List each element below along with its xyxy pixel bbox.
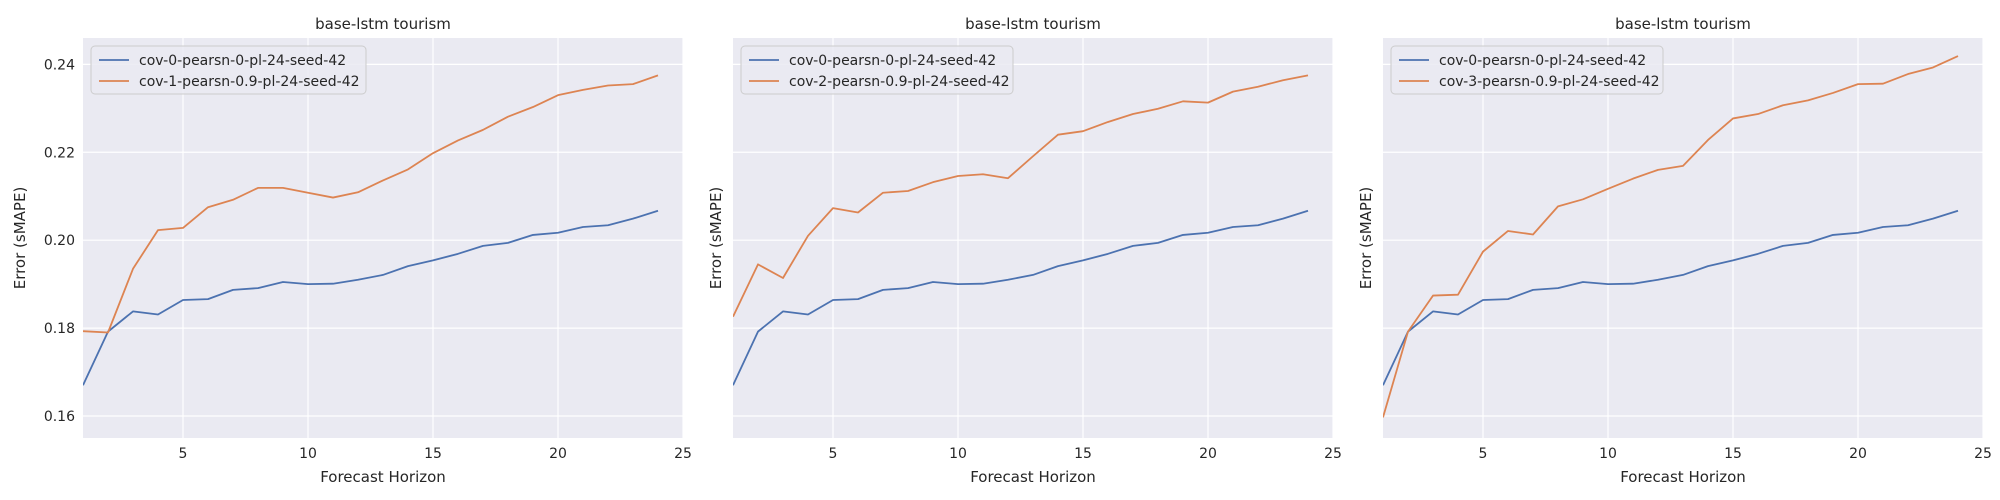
- y-axis-label: Error (sMAPE): [11, 187, 29, 290]
- series-line-2: [1383, 55, 1959, 418]
- x-axis-label: Forecast Horizon: [970, 468, 1096, 486]
- x-tick-label: 10: [1599, 446, 1617, 462]
- chart-title: base-lstm tourism: [315, 15, 451, 33]
- legend-entry-2: cov-2-pearsn-0.9-pl-24-seed-42: [789, 74, 1010, 90]
- series-line-1: [83, 209, 659, 386]
- x-axis-label: Forecast Horizon: [320, 468, 446, 486]
- x-tick-label: 15: [1074, 446, 1092, 462]
- chart-title: base-lstm tourism: [1615, 15, 1751, 33]
- legend-entry-1: cov-0-pearsn-0-pl-24-seed-42: [139, 53, 346, 69]
- x-tick-label: 10: [949, 446, 967, 462]
- legend-box: [1390, 45, 1664, 95]
- series-line-1: [733, 209, 1309, 386]
- x-tick-label: 25: [1974, 446, 1992, 462]
- x-tick-label: 15: [1724, 446, 1742, 462]
- x-tick-label: 5: [829, 446, 838, 462]
- series-line-2: [83, 74, 659, 334]
- x-tick-label: 5: [179, 446, 188, 462]
- legend-box: [740, 45, 1014, 95]
- x-axis-label: Forecast Horizon: [1620, 468, 1746, 486]
- legend-entry-1: cov-0-pearsn-0-pl-24-seed-42: [1439, 53, 1646, 69]
- x-tick-label: 15: [424, 446, 442, 462]
- series-line-1: [1383, 209, 1959, 386]
- plot-area: [733, 38, 1333, 438]
- x-tick-label: 5: [1479, 446, 1488, 462]
- chart-panel-2: 5 10 15 20 25 base-lstm tourism Forecast Horiz…: [707, 15, 1342, 486]
- x-tick-label: 20: [1849, 446, 1867, 462]
- y-tick-label: 0.18: [44, 321, 75, 337]
- chart-panel-1: 5 10 15 20 25 0.16 0.18 0.20 0.22 0.24 base-lstm t…: [11, 15, 692, 486]
- x-tick-label: 25: [1324, 446, 1342, 462]
- legend: cov-0-pearsn-0-pl-24-seed-42 cov-3-pearsn…: [1390, 45, 1664, 95]
- legend: cov-0-pearsn-0-pl-24-seed-42 cov-2-pearsn…: [740, 45, 1014, 95]
- legend-entry-1: cov-0-pearsn-0-pl-24-seed-42: [789, 53, 996, 69]
- x-tick-label: 10: [299, 446, 317, 462]
- legend: cov-0-pearsn-0-pl-24-seed-42 cov-1-pearsn…: [90, 45, 367, 95]
- chart-panel-3: 5 10 15 20 25 base-lstm tourism Forecast Horiz…: [1357, 15, 1992, 486]
- legend-entry-2: cov-1-pearsn-0.9-pl-24-seed-42: [139, 74, 360, 90]
- x-tick-label: 20: [549, 446, 567, 462]
- x-tick-label: 25: [674, 446, 692, 462]
- y-axis-label: Error (sMAPE): [1357, 187, 1375, 290]
- legend-entry-2: cov-3-pearsn-0.9-pl-24-seed-42: [1439, 74, 1660, 90]
- y-tick-label: 0.20: [44, 233, 75, 249]
- plot-area: [83, 38, 683, 438]
- series-line-2: [733, 74, 1309, 318]
- plot-area: [1383, 38, 1983, 438]
- chart-title: base-lstm tourism: [965, 15, 1101, 33]
- y-tick-label: 0.24: [44, 57, 75, 73]
- legend-box: [90, 45, 367, 95]
- y-tick-label: 0.22: [44, 145, 75, 161]
- y-tick-label: 0.16: [44, 409, 75, 425]
- y-axis-label: Error (sMAPE): [707, 187, 725, 290]
- x-tick-label: 20: [1199, 446, 1217, 462]
